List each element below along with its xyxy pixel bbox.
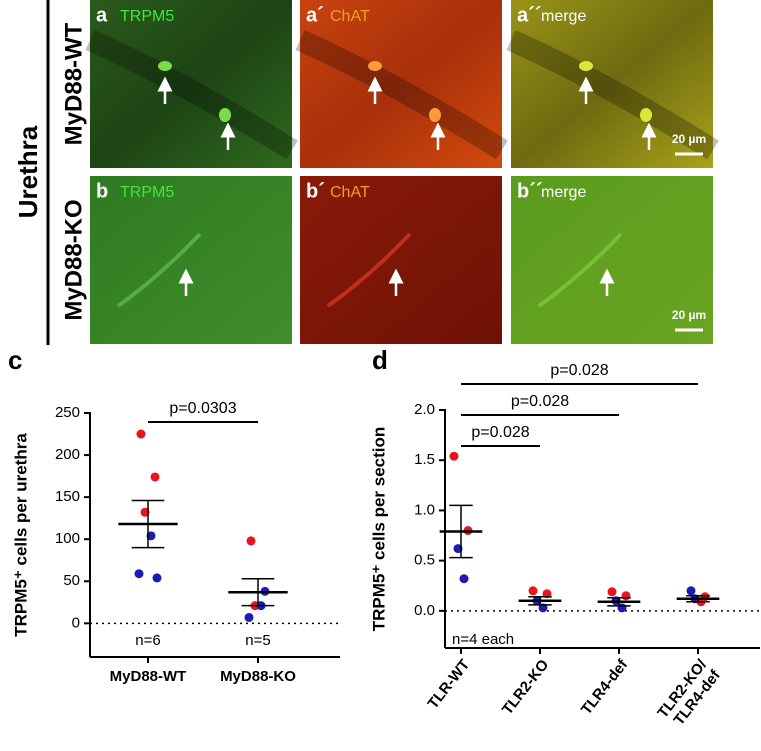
channel-label: TRPM5 <box>120 184 174 201</box>
y-tick-label: 0 <box>72 614 80 631</box>
panel-letter: c <box>8 345 22 375</box>
panel-letter: b <box>96 180 108 202</box>
data-point <box>246 536 256 546</box>
row-label: MyD88-WT <box>60 22 87 145</box>
y-tick-label: 2.0 <box>414 401 435 418</box>
channel-label: merge <box>541 184 586 201</box>
micrograph <box>300 0 502 168</box>
cell <box>326 232 412 308</box>
data-point <box>449 451 459 461</box>
y-axis-label: TRPM5⁺ cells per urethra <box>11 433 30 637</box>
data-point <box>686 586 696 596</box>
micrograph <box>90 176 292 344</box>
data-point <box>538 603 548 613</box>
data-point <box>152 573 162 583</box>
tissue-fold <box>85 29 298 160</box>
y-tick-label: 0.5 <box>414 552 435 569</box>
row-title: Urethra <box>13 125 43 218</box>
cell <box>537 232 623 308</box>
data-point <box>542 589 552 599</box>
channel-label: merge <box>541 8 586 25</box>
panel-letter: d <box>372 345 388 375</box>
y-tick-label: 50 <box>63 572 80 589</box>
cell <box>579 61 593 71</box>
cell <box>116 232 202 308</box>
sem-bar <box>449 504 473 559</box>
n-label: n=4 each <box>452 631 514 648</box>
cell <box>368 61 382 71</box>
y-tick-label: 0.0 <box>414 602 435 619</box>
cell <box>640 108 652 122</box>
scale-label: 20 µm <box>672 308 706 322</box>
data-point <box>244 612 254 622</box>
sem-bar <box>528 596 552 606</box>
panel-letter: a´´ <box>517 4 541 26</box>
n-label: n=6 <box>135 632 160 649</box>
p-value: p=0.028 <box>511 393 569 410</box>
panel-letter: a´ <box>306 4 324 26</box>
micrograph <box>511 0 713 168</box>
channel-label: ChAT <box>330 8 370 25</box>
x-tick-label: MyD88-KO <box>220 668 296 685</box>
y-tick-label: 100 <box>55 530 80 547</box>
data-point <box>621 591 631 601</box>
channel-label: TRPM5 <box>120 8 174 25</box>
p-value: p=0.0303 <box>169 400 236 417</box>
panel-letter: b´ <box>306 180 325 202</box>
p-value: p=0.028 <box>471 424 529 441</box>
data-point <box>136 429 146 439</box>
x-tick-label: TLR2-KO <box>499 656 553 718</box>
channel-label: ChAT <box>330 184 370 201</box>
micrograph <box>300 176 502 344</box>
micrograph <box>511 176 713 344</box>
data-point <box>528 586 538 596</box>
x-tick-label: TLR-WT <box>424 656 473 712</box>
panel-letter: a <box>96 4 108 26</box>
y-tick-label: 1.5 <box>414 451 435 468</box>
tissue-fold <box>506 29 719 160</box>
p-value: p=0.028 <box>550 362 608 379</box>
y-tick-label: 1.0 <box>414 501 435 518</box>
row-label: MyD88-KO <box>60 199 87 320</box>
x-tick-label: TLR2-KO/TLR4-def <box>654 656 724 732</box>
micrograph <box>90 0 292 168</box>
data-point <box>459 574 469 584</box>
y-tick-label: 250 <box>55 404 80 421</box>
x-tick-label: TLR4-def <box>578 656 632 718</box>
x-tick-label: MyD88-WT <box>110 668 187 685</box>
sem-bar <box>607 597 631 607</box>
sem-bar <box>241 578 275 607</box>
data-point <box>607 587 617 597</box>
sem-bar <box>686 595 710 603</box>
n-label: n=5 <box>245 632 270 649</box>
sem-bar <box>131 499 165 549</box>
y-tick-label: 200 <box>55 446 80 463</box>
scale-label: 20 µm <box>672 132 706 146</box>
tissue-fold <box>295 29 508 160</box>
cell <box>158 61 172 71</box>
data-point <box>134 569 144 579</box>
y-tick-label: 150 <box>55 488 80 505</box>
y-axis-label: TRPM5⁺ cells per section <box>369 427 388 632</box>
cell <box>429 108 441 122</box>
data-point <box>150 472 160 482</box>
panel-letter: b´´ <box>517 180 543 202</box>
cell <box>219 108 231 122</box>
